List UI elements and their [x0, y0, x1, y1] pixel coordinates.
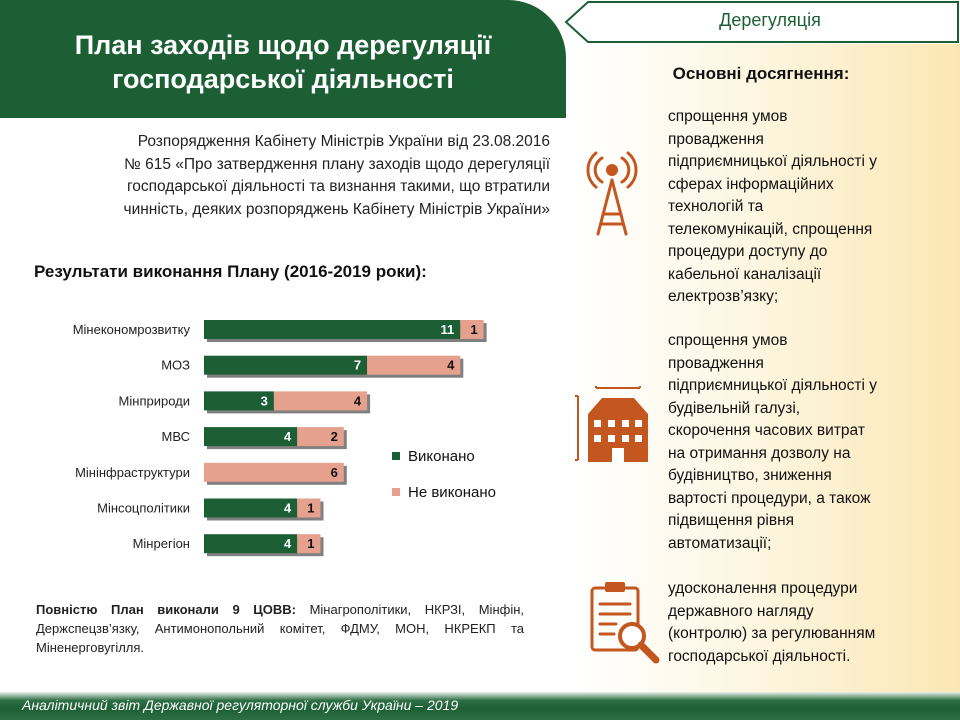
value-label: 4 [284, 501, 292, 516]
bar-segment [367, 355, 461, 375]
building-icon [575, 386, 648, 462]
value-label: 11 [441, 322, 455, 337]
bar-segment [204, 534, 298, 554]
footer-bar: Аналітичний звіт Державної регуляторної … [0, 692, 960, 720]
bar-segment [273, 391, 368, 411]
bar-segment [204, 462, 344, 482]
achievement-item-it: спрощення умов провадження підприємницької… [668, 108, 878, 305]
value-label: 1 [470, 322, 477, 337]
value-label: 4 [284, 536, 292, 551]
footer-text: Аналітичний звіт Державної регуляторної … [22, 697, 459, 713]
bar-segment [297, 498, 321, 518]
legend-item-done: Виконано [392, 444, 496, 468]
value-label: 3 [261, 393, 268, 408]
achievement-item-construction: спрощення умов провадження підприємницької… [668, 332, 878, 552]
achievements-panel [578, 44, 960, 692]
title-banner: План заходів щодо дерегуляції господарсь… [0, 0, 566, 118]
legend-label-done: Виконано [408, 447, 475, 465]
category-label: Мінсоцполітики [97, 501, 190, 516]
legend-label-not-done: Не виконано [408, 483, 497, 501]
clipboard-magnifier-icon [590, 582, 660, 664]
category-label: Мінінфраструктури [75, 465, 190, 480]
chart-legend: Виконано Не виконано [392, 444, 496, 516]
legend-item-not-done: Не виконано [392, 480, 496, 504]
section-tag-label: Дерегуляція [719, 10, 821, 30]
category-label: Мінекономрозвитку [73, 322, 191, 337]
value-label: 1 [307, 536, 314, 551]
category-label: МОЗ [161, 358, 190, 373]
section-tag [564, 0, 959, 43]
bar-segment [204, 320, 461, 339]
category-label: Мінрегіон [133, 536, 190, 551]
category-label: МВС [162, 429, 190, 444]
achievements-title: Основні досягнення: [672, 64, 850, 83]
legend-swatch-not-done [392, 488, 400, 496]
value-label: 1 [307, 501, 314, 516]
legend-swatch-done [392, 452, 400, 460]
achievement-item-supervision: удосконалення процедури державного нагляд… [668, 580, 876, 665]
value-label: 6 [331, 465, 338, 480]
bar-segment [297, 427, 344, 447]
value-label: 2 [331, 429, 338, 444]
bar-segment [460, 320, 484, 339]
bar-segment [204, 427, 298, 447]
bar-segment [204, 498, 298, 518]
value-label: 4 [284, 429, 292, 444]
value-label: 4 [447, 358, 455, 373]
value-label: 7 [354, 358, 361, 373]
decree-text: Розпорядження Кабінету Міністрів України… [123, 133, 551, 218]
results-title: Результати виконання Плану (2016-2019 ро… [34, 262, 427, 281]
bar-segment [204, 355, 368, 375]
antenna-tower-icon [586, 151, 638, 236]
category-label: Мінприроди [119, 393, 190, 408]
value-label: 4 [354, 393, 362, 408]
bar-segment [297, 534, 321, 554]
page-title: План заходів щодо дерегуляції господарсь… [74, 30, 492, 94]
bar-segment [204, 391, 274, 411]
summary-text: Повністю План виконали 9 ЦОВВ: Мінагропо… [36, 602, 525, 655]
